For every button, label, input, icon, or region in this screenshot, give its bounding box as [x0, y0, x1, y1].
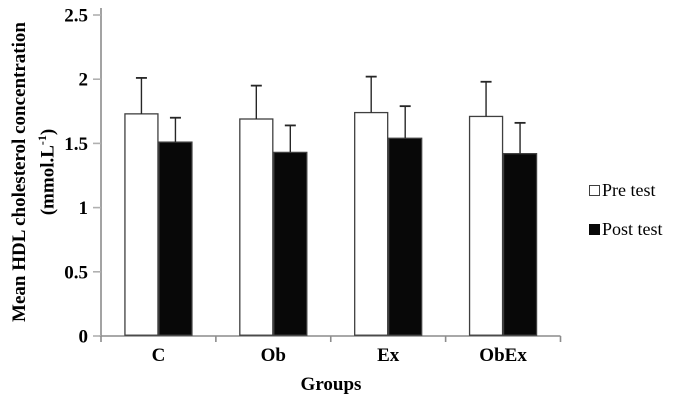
legend-label-pre-test: Pre test — [602, 180, 656, 200]
y-axis-unit-suffix: ) — [37, 128, 59, 136]
bar-pre-test-ObEx — [468, 115, 504, 336]
y-tick-label-2.5: 2.5 — [64, 6, 88, 27]
pre-test-swatch-icon — [589, 185, 600, 196]
y-axis-unit-superscript: -1 — [35, 135, 49, 146]
legend-label-post-test: Post test — [602, 219, 663, 239]
bar-post-test-ObEx — [502, 153, 538, 336]
y-axis-title-line1: Mean HDL cholesterol concentration — [9, 22, 30, 322]
y-axis-title-unit: (mmol.L-1) — [31, 2, 59, 342]
x-category-label-Ob: Ob — [261, 345, 286, 366]
post-test-swatch-icon — [589, 224, 600, 235]
y-axis-unit-prefix: (mmol.L — [37, 145, 59, 216]
legend: Pre test Post test — [589, 180, 663, 259]
x-category-label-ObEx: ObEx — [479, 345, 527, 366]
legend-item-pre-test: Pre test — [589, 180, 663, 200]
legend-item-post-test: Post test — [589, 219, 663, 239]
y-tick-label-2: 2 — [79, 70, 89, 91]
bar-post-test-C — [158, 141, 193, 336]
bar-post-test-Ex — [388, 137, 423, 336]
x-axis-title: Groups — [300, 374, 362, 395]
bar-post-test-Ob — [273, 151, 308, 336]
y-tick-label-0.5: 0.5 — [64, 262, 88, 283]
y-tick-label-1.5: 1.5 — [64, 134, 88, 155]
bar-pre-test-C — [124, 113, 159, 336]
bar-pre-test-Ob — [239, 118, 274, 336]
y-tick-label-1: 1 — [79, 198, 89, 219]
x-category-label-C: C — [152, 345, 166, 366]
y-axis-title: Mean HDL cholesterol concentration (mmol… — [9, 2, 58, 342]
y-tick-label-0: 0 — [79, 327, 89, 348]
bar-pre-test-Ex — [354, 111, 389, 336]
x-category-label-Ex: Ex — [377, 345, 400, 366]
